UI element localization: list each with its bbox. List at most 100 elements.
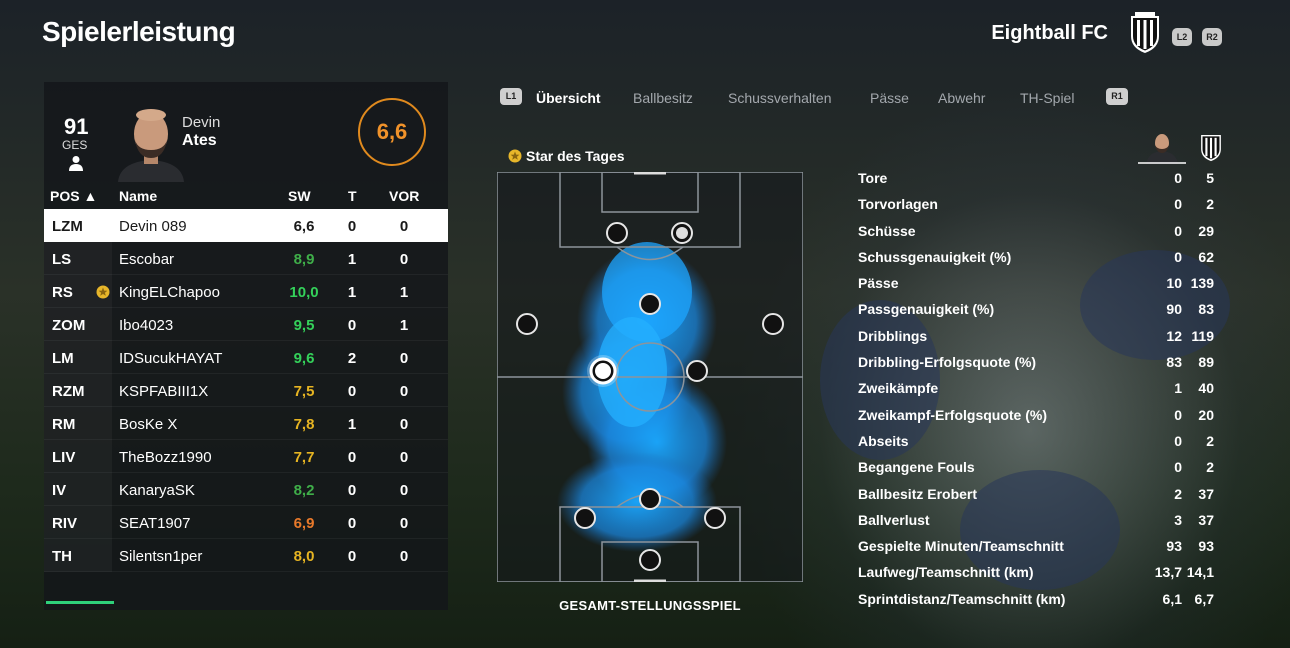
table-row[interactable]: LS Escobar 8,9 1 0 [44,242,448,275]
table-row[interactable]: TH Silentsn1per 8,0 0 0 [44,539,448,572]
r2-button[interactable]: R2 [1202,28,1222,46]
tab-defense[interactable]: Abwehr [938,90,986,106]
rating-cell: 7,5 [293,383,315,400]
position-cell: RZM [52,383,85,400]
tab-passing[interactable]: Pässe [870,90,909,106]
stat-row: Begangene Fouls 0 2 [858,455,1220,481]
position-cell-bg [44,539,112,572]
table-row[interactable]: IV KanaryaSK 8,2 0 0 [44,473,448,506]
player-avatar-icon [1138,134,1186,164]
stat-row: Schüsse 0 29 [858,219,1220,245]
table-row[interactable]: LZM Devin 089 6,6 0 0 [44,209,448,242]
stat-player-value: 93 [1166,538,1182,555]
table-row[interactable]: ZOM Ibo4023 9,5 0 1 [44,308,448,341]
stat-team-value: 20 [1198,406,1214,423]
stat-row: Laufweg/Teamschnitt (km) 13,7 14,1 [858,560,1220,586]
column-header-pos[interactable]: POS ▲ [50,188,98,204]
club-crest-icon [1131,12,1159,53]
stat-label: Ballverlust [858,511,930,528]
assists-cell: 0 [399,515,409,532]
pitch-player-marker [639,293,661,315]
stat-row: Zweikämpfe 1 40 [858,376,1220,402]
tab-possession[interactable]: Ballbesitz [633,90,693,106]
stat-label: Abseits [858,432,909,449]
positioning-heatmap-pitch [497,172,803,582]
stat-team-value: 139 [1190,275,1214,292]
position-cell: ZOM [52,317,86,334]
stat-row: Pässe 10 139 [858,271,1220,297]
rating-cell: 7,8 [293,416,315,433]
lineup-panel: 91 GES Devin Ates 6,6 POS ▲ Name SW T VO… [44,82,448,610]
goals-cell: 0 [347,449,357,466]
table-row[interactable]: RM BosKe X 7,8 1 0 [44,407,448,440]
stat-label: Laufweg/Teamschnitt (km) [858,564,1034,581]
tab-goalkeeping[interactable]: TH-Spiel [1020,90,1075,106]
pitch-player-marker [686,360,708,382]
l2-button[interactable]: L2 [1172,28,1192,46]
rating-cell: 9,6 [293,350,315,367]
stat-label: Passgenauigkeit (%) [858,301,995,318]
position-cell-bg [44,308,112,341]
stat-row: Passgenauigkeit (%) 90 83 [858,297,1220,323]
assists-cell: 0 [399,251,409,268]
page-title: Spielerleistung [42,16,236,47]
player-name-cell: KingELChapoo [119,284,220,301]
goals-cell: 1 [347,416,357,433]
heatmap-area [557,242,727,552]
stat-row: Ballverlust 3 37 [858,508,1220,534]
table-row[interactable]: RZM KSPFABIII1X 7,5 0 0 [44,374,448,407]
goals-cell: 0 [347,383,357,400]
assists-cell: 0 [399,218,409,235]
r1-button[interactable]: R1 [1106,88,1128,105]
stat-label: Zweikämpfe [858,380,939,397]
tab-shooting[interactable]: Schussverhalten [728,90,832,106]
pitch-caption: GESAMT-STELLUNGSSPIEL [559,598,741,613]
background-ball-patch [1080,250,1230,360]
stat-row: Ballbesitz Erobert 2 37 [858,482,1220,508]
player-name-cell: Ibo4023 [119,317,174,334]
stat-team-value: 93 [1198,538,1214,555]
table-row[interactable]: LIV TheBozz1990 7,7 0 0 [44,440,448,473]
stat-row: Dribbling-Erfolgsquote (%) 83 89 [858,350,1220,376]
player-header: 91 GES Devin Ates 6,6 [44,82,448,182]
column-header-sw[interactable]: SW [288,188,311,204]
assists-cell: 0 [399,449,409,466]
column-header-vor[interactable]: VOR [389,188,420,204]
stat-team-value: 37 [1198,485,1214,502]
column-header-name[interactable]: Name [119,188,158,204]
table-row[interactable]: LM IDSucukHAYAT 9,6 2 0 [44,341,448,374]
stat-team-value: 89 [1198,354,1214,371]
player-overall: 91 [64,114,89,139]
stat-label: Zweikampf-Erfolgsquote (%) [858,406,1048,423]
position-cell-bg [44,506,112,539]
stat-team-value: 62 [1198,248,1214,265]
player-name-cell: Devin 089 [119,218,187,235]
rating-cell: 7,7 [293,449,315,466]
position-cell-bg [44,473,112,506]
stat-label: Tore [858,170,888,186]
goals-cell: 0 [347,482,357,499]
position-cell-bg [44,374,112,407]
stat-label: Dribblings [858,327,928,344]
stat-team-value: 6,7 [1194,590,1214,607]
stat-row: Zweikampf-Erfolgsquote (%) 0 20 [858,403,1220,429]
goals-cell: 1 [347,284,357,301]
star-coin-icon [508,149,522,163]
column-header-t[interactable]: T [348,188,357,204]
star-coin-icon [96,285,110,299]
rating-cell: 6,6 [293,218,315,235]
l1-button[interactable]: L1 [500,88,522,105]
goals-cell: 0 [347,548,357,565]
assists-cell: 0 [399,350,409,367]
goals-cell: 2 [347,350,357,367]
position-cell: LIV [52,449,76,466]
position-cell: TH [52,548,72,565]
table-row[interactable]: RIV SEAT1907 6,9 0 0 [44,506,448,539]
assists-cell: 0 [399,383,409,400]
person-icon [69,156,83,171]
player-name-cell: IDSucukHAYAT [119,350,223,367]
goals-cell: 0 [347,515,357,532]
table-row[interactable]: RS KingELChapoo 10,0 1 1 [44,275,448,308]
tab-overview[interactable]: Übersicht [536,90,601,106]
stat-label: Gespielte Minuten/Teamschnitt [858,538,1064,555]
